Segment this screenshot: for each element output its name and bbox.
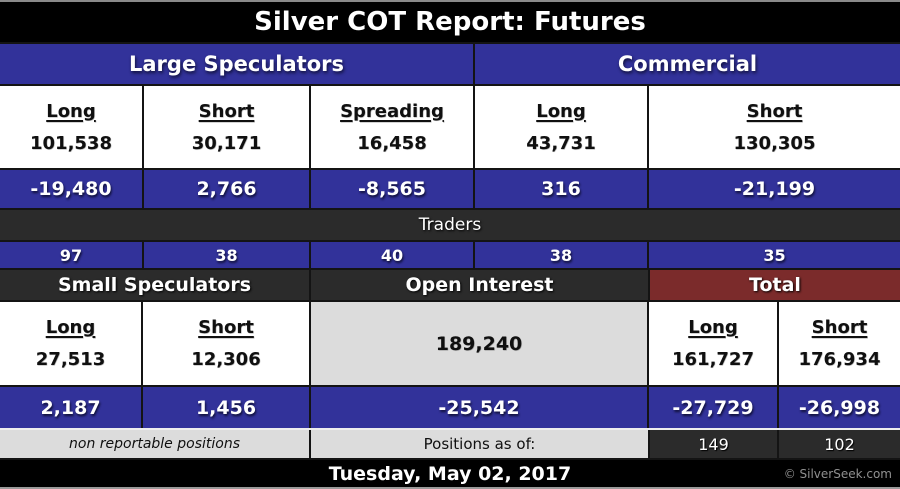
traders-counts-row: 97 38 40 38 35 [0, 240, 900, 268]
large-spec-long-cell: Long 101,538 [0, 86, 142, 168]
total-long-header: Long [688, 317, 738, 338]
bottom-group-header-row: Small Speculators Open Interest Total [0, 268, 900, 300]
report-date: Tuesday, May 02, 2017 [328, 462, 572, 485]
large-spec-spreading-cell: Spreading 16,458 [311, 86, 473, 168]
commercial-long-header: Long [536, 100, 586, 122]
total-short-change: -26,998 [779, 387, 900, 428]
total-short-cell: Short 176,934 [779, 302, 900, 385]
small-spec-long-header: Long [45, 317, 96, 338]
small-spec-long-value: 27,513 [35, 349, 106, 370]
total-long-value: 161,727 [672, 349, 754, 370]
total-long-cell: Long 161,727 [649, 302, 777, 385]
commercial-short-header: Short [746, 100, 803, 122]
commercial-short-traders: 35 [649, 242, 900, 268]
info-row: non reportable positions Positions as of… [0, 428, 900, 458]
report-title-bar: Silver COT Report: Futures [0, 2, 900, 42]
traders-label: Traders [418, 215, 482, 235]
small-spec-long-change: 2,187 [0, 387, 141, 428]
small-spec-short-value: 12,306 [191, 349, 261, 370]
large-spec-spreading-change: -8,565 [311, 170, 473, 208]
top-group-header-row: Large Speculators Commercial [0, 42, 900, 84]
large-spec-short-header: Short [198, 100, 255, 122]
group-header-commercial: Commercial [475, 44, 900, 84]
total-long-traders: 149 [650, 430, 777, 458]
large-spec-spreading-value: 16,458 [357, 132, 427, 154]
open-interest-change: -25,542 [311, 387, 647, 428]
bottom-change-row: 2,187 1,456 -25,542 -27,729 -26,998 [0, 385, 900, 428]
small-spec-short-change: 1,456 [143, 387, 309, 428]
top-values-row: Long 101,538 Short 30,171 Spreading 16,4… [0, 84, 900, 168]
commercial-long-cell: Long 43,731 [475, 86, 647, 168]
small-spec-short-header: Short [198, 317, 254, 338]
top-change-row: -19,480 2,766 -8,565 316 -21,199 [0, 168, 900, 208]
commercial-long-value: 43,731 [526, 132, 596, 154]
commercial-long-traders: 38 [475, 242, 647, 268]
positions-as-of-label: Positions as of: [311, 430, 648, 458]
non-reportable-note: non reportable positions [0, 430, 309, 458]
total-long-change: -27,729 [649, 387, 777, 428]
large-spec-spreading-traders: 40 [311, 242, 473, 268]
large-spec-long-change: -19,480 [0, 170, 142, 208]
large-spec-short-change: 2,766 [144, 170, 309, 208]
total-short-header: Short [811, 317, 868, 338]
report-title: Silver COT Report: Futures [254, 7, 646, 37]
group-header-large-speculators: Large Speculators [0, 44, 473, 84]
open-interest-value: 189,240 [435, 332, 523, 355]
total-short-value: 176,934 [798, 349, 881, 370]
footer-row: Tuesday, May 02, 2017 © SilverSeek.com [0, 458, 900, 487]
small-spec-long-cell: Long 27,513 [0, 302, 141, 385]
large-spec-short-traders: 38 [144, 242, 309, 268]
copyright-text: © SilverSeek.com [783, 466, 892, 481]
large-spec-long-value: 101,538 [30, 132, 112, 154]
group-header-small-speculators: Small Speculators [0, 270, 309, 300]
commercial-short-value: 130,305 [733, 132, 816, 154]
small-spec-short-cell: Short 12,306 [143, 302, 309, 385]
group-header-total: Total [650, 270, 900, 300]
large-spec-short-cell: Short 30,171 [144, 86, 309, 168]
large-spec-spreading-header: Spreading [340, 100, 444, 122]
traders-label-row: Traders [0, 208, 900, 240]
large-spec-long-header: Long [46, 100, 96, 122]
total-short-traders: 102 [779, 430, 900, 458]
group-header-open-interest: Open Interest [311, 270, 648, 300]
open-interest-cell: 189,240 [311, 302, 647, 385]
bottom-values-row: Long 27,513 Short 12,306 189,240 Long 16… [0, 300, 900, 385]
large-spec-short-value: 30,171 [191, 132, 262, 154]
commercial-short-cell: Short 130,305 [649, 86, 900, 168]
commercial-short-change: -21,199 [649, 170, 900, 208]
commercial-long-change: 316 [475, 170, 647, 208]
large-spec-long-traders: 97 [0, 242, 142, 268]
